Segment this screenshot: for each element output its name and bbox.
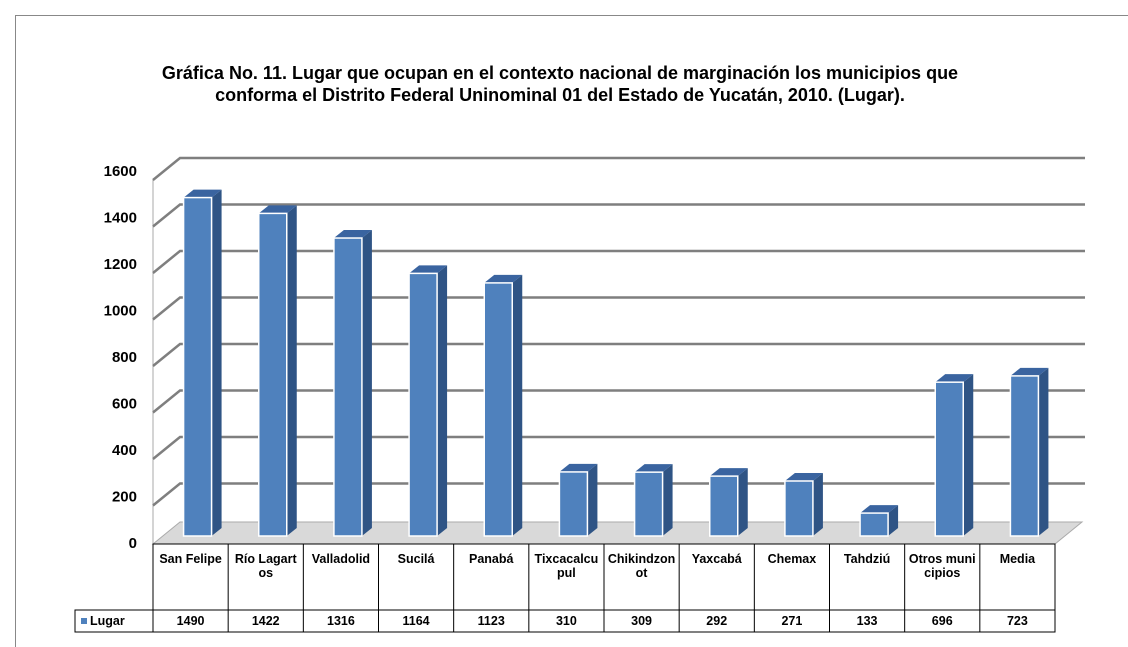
bar-top xyxy=(333,230,372,239)
x-tick-label: Tahdziú xyxy=(843,552,891,566)
bar-side xyxy=(1038,367,1049,536)
bar-side xyxy=(286,205,297,536)
y-tick-label: 0 xyxy=(129,535,137,552)
bar-side xyxy=(963,374,974,536)
value-label: 1123 xyxy=(477,614,505,628)
y-tick-label: 400 xyxy=(112,442,137,459)
bar-top xyxy=(860,505,899,514)
value-label: 723 xyxy=(1006,614,1028,628)
bar xyxy=(633,464,673,537)
y-tick-label: 200 xyxy=(112,488,137,505)
bar-front xyxy=(258,212,288,537)
legend-swatch xyxy=(81,618,87,624)
bar-side xyxy=(812,472,823,536)
bar-front xyxy=(934,381,964,537)
bar xyxy=(483,274,523,537)
bar xyxy=(558,463,598,537)
y-tick-label: 1600 xyxy=(104,163,137,180)
grid-line xyxy=(152,296,1085,321)
bar-front xyxy=(709,475,739,537)
bar-front xyxy=(182,196,213,537)
grid-line xyxy=(152,156,1085,181)
bar-top xyxy=(409,265,448,274)
bar xyxy=(784,472,823,537)
bar-side xyxy=(662,464,673,536)
bar-top xyxy=(559,463,598,472)
x-tick-label: Yaxcabá xyxy=(691,552,742,566)
bar-front xyxy=(1009,375,1040,537)
x-tick-label: Sucilá xyxy=(397,552,435,566)
bar-side xyxy=(361,230,372,536)
x-tick-label: Otros municipios xyxy=(908,552,976,580)
bar-front xyxy=(408,272,438,537)
value-label: 133 xyxy=(856,614,878,628)
bar xyxy=(1009,367,1049,537)
bar-front xyxy=(483,282,513,537)
value-label: 1490 xyxy=(176,614,205,628)
x-tick-label: Chikindzonot xyxy=(607,552,676,580)
bar xyxy=(333,230,372,537)
bar-front xyxy=(784,480,814,537)
table-border xyxy=(74,609,154,633)
bar-top xyxy=(784,472,823,481)
bar xyxy=(258,205,297,537)
x-tick-label: Panabá xyxy=(469,552,514,566)
bar-side xyxy=(737,468,748,536)
value-label: 696 xyxy=(931,614,953,628)
value-label: 271 xyxy=(781,614,803,628)
bar-top xyxy=(709,468,748,477)
bar-top xyxy=(634,464,673,473)
bar xyxy=(182,189,222,537)
bar-side xyxy=(587,463,598,536)
bar xyxy=(934,374,974,537)
y-tick-label: 800 xyxy=(112,349,137,366)
grid-line xyxy=(152,342,1085,367)
grid-line xyxy=(152,203,1085,228)
bar-side xyxy=(211,189,222,536)
bar-top xyxy=(1010,367,1049,376)
grid-line xyxy=(152,249,1085,274)
y-tick-label: 1200 xyxy=(104,256,137,273)
grid-line xyxy=(152,389,1085,414)
bar-front xyxy=(558,471,589,537)
x-tick-label: Tixcacalcupul xyxy=(534,552,599,580)
value-label: 1316 xyxy=(327,614,355,628)
bar-front xyxy=(333,237,363,537)
value-label: 310 xyxy=(555,614,577,628)
legend-label: Lugar xyxy=(90,614,125,628)
bar-top xyxy=(258,205,297,214)
value-label: 1164 xyxy=(402,614,430,628)
bar-top xyxy=(183,189,222,198)
bar-side xyxy=(437,265,448,536)
value-label: 309 xyxy=(631,614,652,628)
bar-top xyxy=(484,274,523,283)
x-tick-label: Valladolid xyxy=(311,552,371,566)
bar-front xyxy=(859,512,889,537)
bar-side xyxy=(888,505,899,536)
x-tick-label: Chemax xyxy=(767,552,817,566)
bar xyxy=(408,265,448,537)
grid-line xyxy=(152,482,1085,507)
chart-title: Gráfica No. 11. Lugar que ocupan en el c… xyxy=(161,63,959,105)
value-label: 292 xyxy=(706,614,728,628)
bar-top xyxy=(935,374,974,383)
y-tick-label: 1400 xyxy=(104,209,137,226)
bar xyxy=(859,505,899,537)
grid-line xyxy=(152,435,1085,460)
x-tick-label: Media xyxy=(999,552,1036,566)
value-label: 1422 xyxy=(251,614,280,628)
y-tick-label: 1000 xyxy=(104,302,137,319)
bar xyxy=(709,468,748,537)
x-tick-label: Río Lagartos xyxy=(234,552,297,580)
bar-side xyxy=(512,274,523,536)
y-tick-label: 600 xyxy=(112,395,137,412)
x-tick-label: San Felipe xyxy=(159,552,222,566)
bar-front xyxy=(633,471,664,537)
frame xyxy=(15,15,1128,647)
